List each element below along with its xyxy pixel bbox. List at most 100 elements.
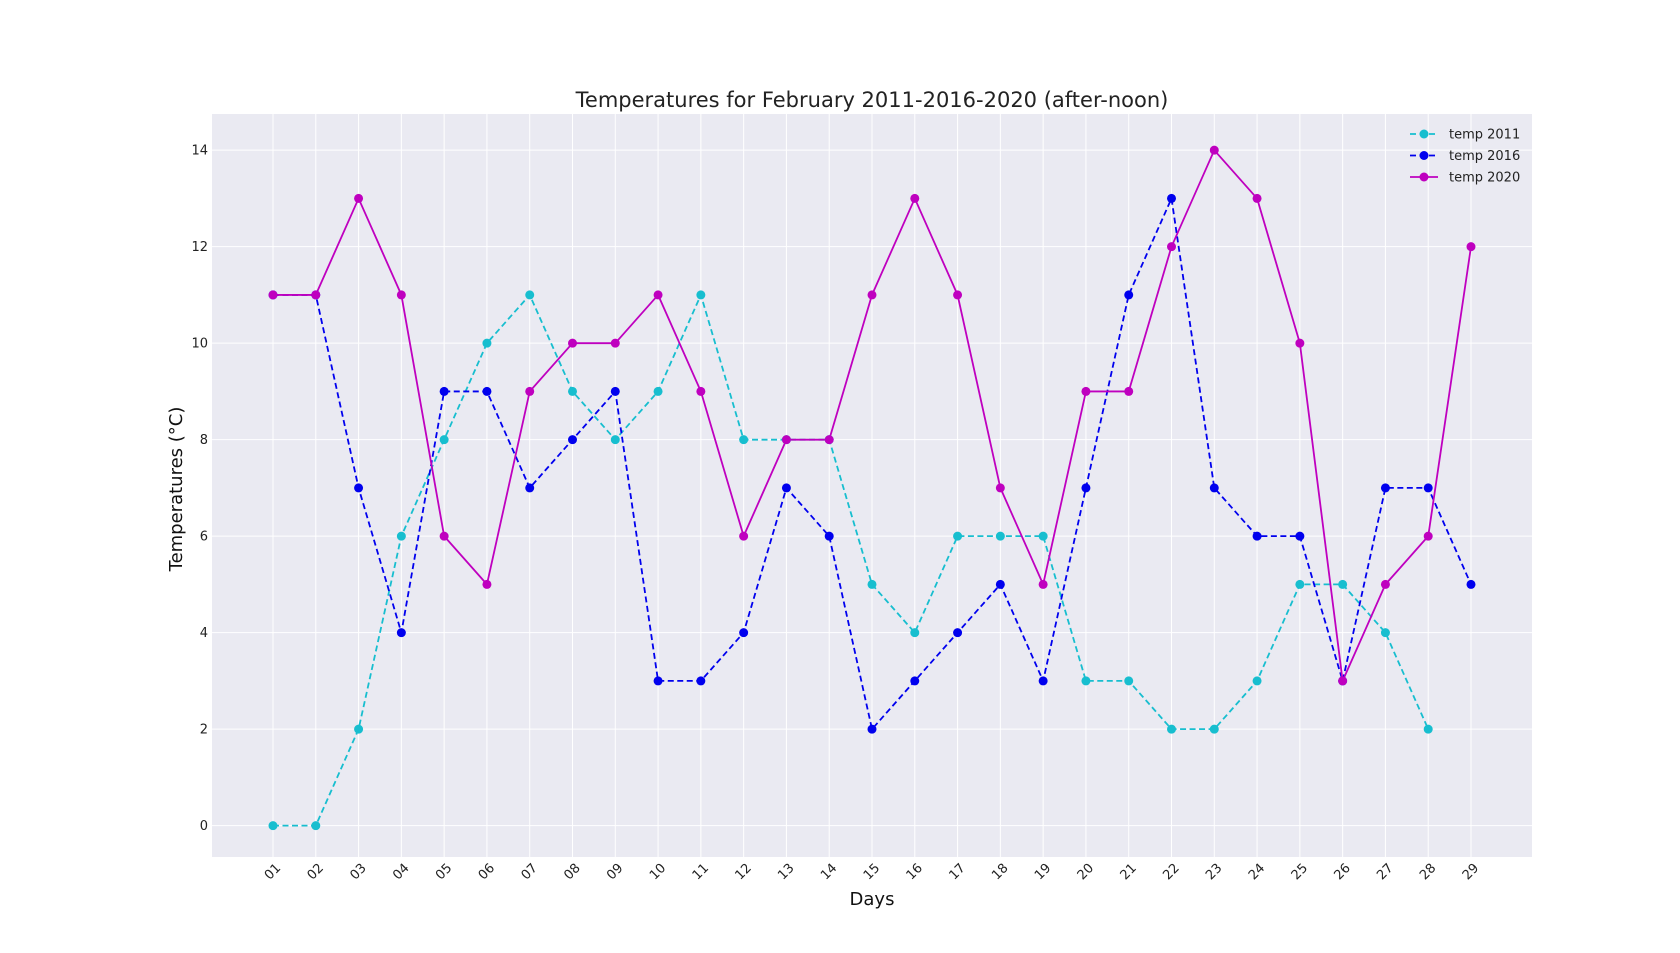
data-point (439, 435, 449, 445)
data-point (1295, 579, 1305, 589)
data-point (525, 483, 535, 493)
y-tick-labels: 0 2 4 6 8 10 12 14 (191, 144, 208, 834)
y-axis-label: Temperatures (°C) (166, 407, 187, 573)
data-point (781, 483, 791, 493)
x-tick-label: 10 (647, 861, 669, 883)
data-point (653, 676, 663, 686)
data-point (1167, 242, 1176, 252)
data-point (696, 290, 706, 300)
y-tick-label: 14 (191, 144, 208, 159)
x-tick-label: 20 (1075, 861, 1097, 883)
data-point (696, 386, 706, 396)
data-point (1252, 193, 1262, 203)
data-point (396, 290, 406, 300)
data-point (568, 435, 577, 445)
series-line-temp-2016 (273, 197, 1472, 731)
data-point (439, 531, 449, 541)
data-point (311, 821, 321, 831)
data-point (1295, 531, 1305, 541)
x-tick-label: 03 (347, 861, 369, 883)
data-point (268, 821, 278, 831)
data-point (1252, 676, 1262, 686)
data-point (1167, 724, 1176, 734)
y-tick-label: 12 (191, 240, 208, 255)
data-point (482, 338, 492, 348)
data-point (1380, 483, 1390, 493)
x-tick-label: 13 (775, 861, 797, 883)
data-point (1338, 579, 1348, 589)
data-point (867, 290, 877, 300)
x-tick-label: 19 (1032, 861, 1054, 883)
data-point (1423, 724, 1433, 734)
data-point (1466, 242, 1476, 252)
data-point (482, 386, 492, 396)
x-tick-label: 29 (1460, 861, 1482, 883)
data-point (354, 483, 364, 493)
data-point (610, 435, 620, 445)
data-point (696, 676, 706, 686)
data-point (311, 290, 321, 300)
data-point (739, 628, 749, 638)
data-point (995, 483, 1005, 493)
data-point (1380, 628, 1390, 638)
data-point (1209, 724, 1219, 734)
x-axis-label: Days (850, 889, 895, 910)
data-point (1252, 531, 1262, 541)
x-tick-label: 16 (904, 861, 926, 883)
x-tick-label: 01 (262, 861, 284, 883)
x-tick-label: 18 (989, 861, 1011, 883)
data-point (867, 579, 877, 589)
x-tick-label: 12 (732, 861, 754, 883)
data-point (610, 386, 620, 396)
data-point (653, 290, 663, 300)
x-tick-label: 02 (305, 861, 327, 883)
data-point (824, 531, 834, 541)
data-point (953, 628, 963, 638)
x-tick-label: 28 (1417, 861, 1439, 883)
data-point (739, 531, 749, 541)
y-tick-label: 10 (191, 337, 208, 352)
data-point (653, 386, 663, 396)
y-tick-label: 6 (200, 530, 208, 545)
y-tick-label: 4 (200, 626, 208, 641)
data-point (1081, 483, 1091, 493)
data-point (910, 676, 920, 686)
data-point (610, 338, 620, 348)
x-tick-label: 09 (604, 861, 626, 883)
legend-marker (1419, 151, 1429, 160)
x-tick-label: 21 (1118, 861, 1140, 883)
data-point (354, 193, 364, 203)
chart-title: Temperatures for February 2011-2016-2020… (575, 88, 1169, 112)
x-tick-label: 07 (519, 861, 541, 883)
data-point (1081, 386, 1091, 396)
data-point (995, 579, 1005, 589)
data-point (482, 579, 492, 589)
data-point (824, 435, 834, 445)
data-point (1038, 579, 1048, 589)
data-point (568, 386, 577, 396)
legend-label: temp 2016 (1449, 149, 1520, 164)
data-point (867, 724, 877, 734)
data-point (525, 290, 535, 300)
y-tick-label: 8 (200, 433, 208, 448)
data-point (268, 290, 278, 300)
legend-marker (1419, 129, 1429, 139)
data-point (1209, 145, 1219, 155)
x-tick-label: 24 (1246, 861, 1268, 883)
data-point (1167, 193, 1176, 203)
data-point (781, 435, 791, 445)
x-tick-label: 26 (1331, 861, 1353, 883)
legend-label: temp 2020 (1449, 171, 1520, 186)
x-tick-label: 11 (690, 861, 712, 883)
x-tick-label: 23 (1203, 861, 1225, 883)
data-point (439, 386, 449, 396)
x-tick-label: 15 (861, 861, 883, 883)
data-point (910, 193, 920, 203)
x-tick-label: 22 (1160, 861, 1182, 883)
data-point (1038, 531, 1048, 541)
data-point (739, 435, 749, 445)
x-tick-label: 08 (561, 861, 583, 883)
x-tick-label: 04 (390, 861, 412, 883)
series-points (268, 145, 1476, 831)
